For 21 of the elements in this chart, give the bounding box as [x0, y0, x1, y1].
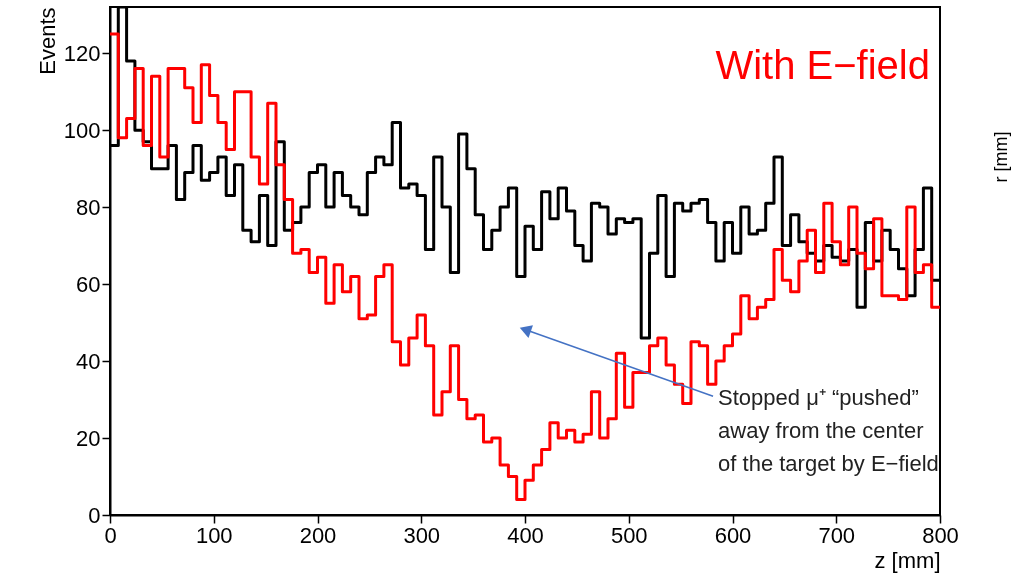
- x-tick-label: 500: [610, 522, 648, 548]
- y-tick-label: 20: [76, 425, 101, 451]
- y-tick-label: 100: [63, 117, 101, 143]
- y-tick-label: 60: [76, 271, 101, 297]
- x-tick-label: 200: [299, 522, 337, 548]
- x-tick-label: 400: [507, 522, 544, 548]
- x-tick-label: 600: [714, 522, 752, 548]
- x-tick-label: 800: [922, 522, 959, 548]
- annotation: Stopped μ⁺ “pushed” away from the center of the target by E−field: [718, 385, 939, 477]
- x-axis-title: z [mm]: [874, 547, 941, 573]
- y-tick-label: 40: [76, 348, 101, 374]
- x-tick-label: 100: [195, 522, 233, 548]
- y-tick-label: 0: [88, 502, 101, 528]
- text: With E−field: [715, 43, 930, 87]
- x-tick-label: 0: [104, 522, 117, 548]
- text: r [mm]: [991, 131, 1011, 183]
- y-tick-label: 80: [76, 194, 101, 220]
- y-tick-label: 120: [63, 40, 101, 66]
- x-tick-label: 300: [403, 522, 441, 548]
- y-axis-title: Events: [34, 7, 60, 75]
- x-tick-label: 700: [818, 522, 856, 548]
